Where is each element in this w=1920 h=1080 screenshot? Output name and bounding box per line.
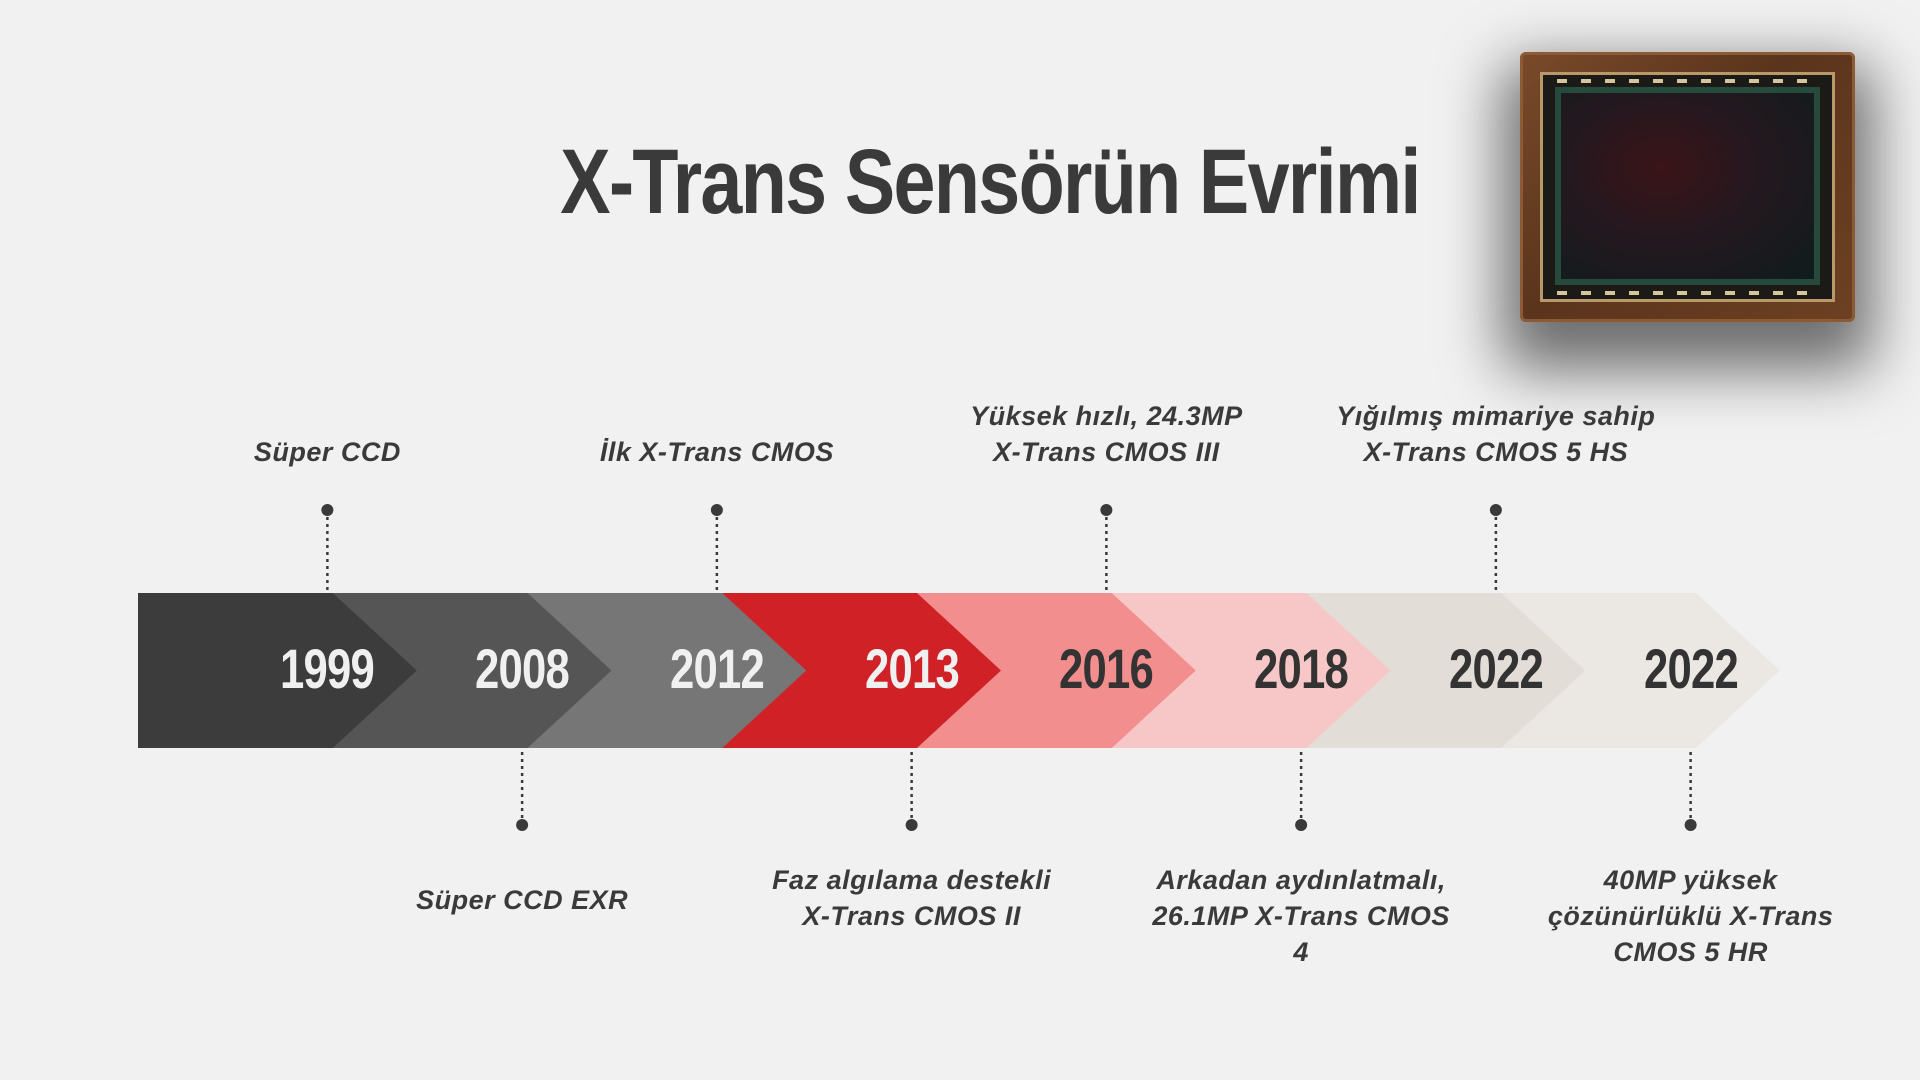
milestone-description-line: Süper CCD xyxy=(253,437,401,467)
year-label: 2022 xyxy=(1448,637,1544,700)
timeline-segment-7 xyxy=(1306,593,1586,748)
sensor-pads-top xyxy=(1557,79,1818,83)
image-sensor-chip xyxy=(1520,52,1855,322)
milestone-description-line: 40MP yüksek xyxy=(1603,865,1778,895)
year-label: 2012 xyxy=(669,637,765,700)
milestone-description-line: Yüksek hızlı, 24.3MP xyxy=(970,401,1243,431)
milestone-description: Arkadan aydınlatmalı, 26.1MP X-Trans CMOS… xyxy=(1121,862,1481,970)
connector-dot xyxy=(1100,504,1113,516)
milestone-description-line: X-Trans CMOS 5 HS xyxy=(1363,437,1629,467)
connector-dot xyxy=(516,819,529,831)
milestone-description: Süper CCD xyxy=(147,434,507,470)
timeline-segment-8 xyxy=(1501,593,1780,748)
year-label: 2022 xyxy=(1643,637,1739,700)
milestone-description-line: Süper CCD EXR xyxy=(416,885,629,915)
year-label: 2008 xyxy=(475,637,570,700)
milestone-description: İlk X-Trans CMOS xyxy=(537,434,897,470)
milestone-description: Süper CCD EXR xyxy=(342,882,702,918)
connector-dot xyxy=(1489,504,1502,516)
milestone-description-line: çözünürlüklü X-Trans xyxy=(1547,901,1834,931)
timeline-segment-6 xyxy=(1111,593,1391,748)
timeline-segment-2 xyxy=(332,593,612,748)
sensor-die xyxy=(1555,87,1820,285)
year-label: 2013 xyxy=(864,637,960,700)
timeline-segment-5 xyxy=(917,593,1196,748)
milestone-description: Yığılmış mimariye sahip X-Trans CMOS 5 HS xyxy=(1316,398,1676,470)
connector-dot xyxy=(1295,819,1308,831)
connector-dot xyxy=(321,504,334,516)
milestone-description-line: İlk X-Trans CMOS xyxy=(599,437,834,467)
milestone-description-line: Arkadan aydınlatmalı, xyxy=(1156,865,1446,895)
milestone-description: Faz algılama destekli X-Trans CMOS II xyxy=(732,862,1092,934)
timeline-segment-4 xyxy=(722,593,1001,748)
connector-dot xyxy=(1684,819,1697,831)
year-label: 2016 xyxy=(1059,637,1154,700)
milestone-description-line: X-Trans CMOS II xyxy=(802,901,1021,931)
sensor-frame xyxy=(1540,72,1835,302)
sensor-pads-bottom xyxy=(1557,291,1818,295)
milestone-description-line: 26.1MP X-Trans CMOS xyxy=(1152,901,1450,931)
milestone-description-line: Faz algılama destekli xyxy=(772,865,1052,895)
page-title: X-Trans Sensörün Evrimi xyxy=(560,131,1421,233)
milestone-description-line: CMOS 5 HR xyxy=(1613,937,1768,967)
year-label: 1999 xyxy=(280,637,375,700)
milestone-description: Yüksek hızlı, 24.3MP X-Trans CMOS III xyxy=(926,398,1286,470)
milestone-description: 40MP yüksek çözünürlüklü X-Trans CMOS 5 HR xyxy=(1511,862,1871,970)
milestone-description-line: Yığılmış mimariye sahip xyxy=(1336,401,1656,431)
milestone-description-line: 4 xyxy=(1293,937,1309,967)
timeline-segment-1 xyxy=(138,593,417,748)
connector-dot xyxy=(710,504,723,516)
milestone-description-line: X-Trans CMOS III xyxy=(993,437,1220,467)
year-label: 2018 xyxy=(1254,637,1349,700)
timeline-segment-3 xyxy=(527,593,807,748)
connector-dot xyxy=(905,819,918,831)
